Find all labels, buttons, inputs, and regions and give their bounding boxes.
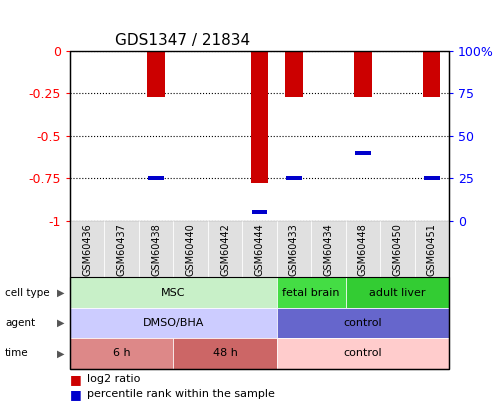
Text: ▶: ▶ [57, 348, 65, 358]
Bar [346, 221, 380, 277]
Bar [70, 338, 173, 369]
Bar [70, 308, 277, 338]
Text: cell type: cell type [5, 288, 49, 298]
Text: GSM60438: GSM60438 [151, 224, 161, 276]
Text: control: control [344, 318, 382, 328]
Text: ▶: ▶ [57, 318, 65, 328]
Text: GSM60437: GSM60437 [117, 224, 127, 277]
Bar [380, 221, 415, 277]
Bar [277, 277, 346, 308]
Bar [148, 176, 164, 180]
Bar [104, 221, 139, 277]
Bar [139, 221, 173, 277]
Bar [251, 51, 268, 183]
Bar [242, 221, 277, 277]
Bar [173, 221, 208, 277]
Text: GSM60433: GSM60433 [289, 224, 299, 276]
Text: GSM60440: GSM60440 [186, 224, 196, 276]
Bar [147, 51, 165, 96]
Text: 6 h: 6 h [113, 348, 130, 358]
Text: agent: agent [5, 318, 35, 328]
Bar [311, 221, 346, 277]
Text: GSM60442: GSM60442 [220, 224, 230, 277]
Text: log2 ratio: log2 ratio [87, 375, 141, 384]
Bar [346, 277, 449, 308]
Bar [208, 221, 242, 277]
Text: GDS1347 / 21834: GDS1347 / 21834 [115, 33, 250, 48]
Text: ▶: ▶ [57, 288, 65, 298]
Bar [354, 51, 372, 96]
Bar [277, 221, 311, 277]
Text: percentile rank within the sample: percentile rank within the sample [87, 389, 275, 399]
Text: time: time [5, 348, 28, 358]
Text: control: control [344, 348, 382, 358]
Text: ■: ■ [70, 388, 82, 401]
Text: GSM60436: GSM60436 [82, 224, 92, 276]
Text: fetal brain: fetal brain [282, 288, 340, 298]
Text: ■: ■ [70, 373, 82, 386]
Text: GSM60451: GSM60451 [427, 224, 437, 277]
Text: GSM60434: GSM60434 [323, 224, 333, 276]
Bar [424, 176, 440, 180]
Bar [355, 151, 371, 155]
Text: GSM60448: GSM60448 [358, 224, 368, 276]
Bar [277, 338, 449, 369]
Text: 48 h: 48 h [213, 348, 238, 358]
Bar [173, 338, 277, 369]
Bar [277, 308, 449, 338]
Text: adult liver: adult liver [369, 288, 426, 298]
Bar [70, 221, 104, 277]
Bar [251, 210, 267, 214]
Bar [286, 176, 302, 180]
Text: MSC: MSC [161, 288, 186, 298]
Text: DMSO/BHA: DMSO/BHA [143, 318, 204, 328]
Bar [285, 51, 302, 96]
Bar [423, 51, 441, 96]
Bar [70, 277, 277, 308]
Text: GSM60450: GSM60450 [392, 224, 402, 277]
Text: GSM60444: GSM60444 [254, 224, 264, 276]
Bar [415, 221, 449, 277]
